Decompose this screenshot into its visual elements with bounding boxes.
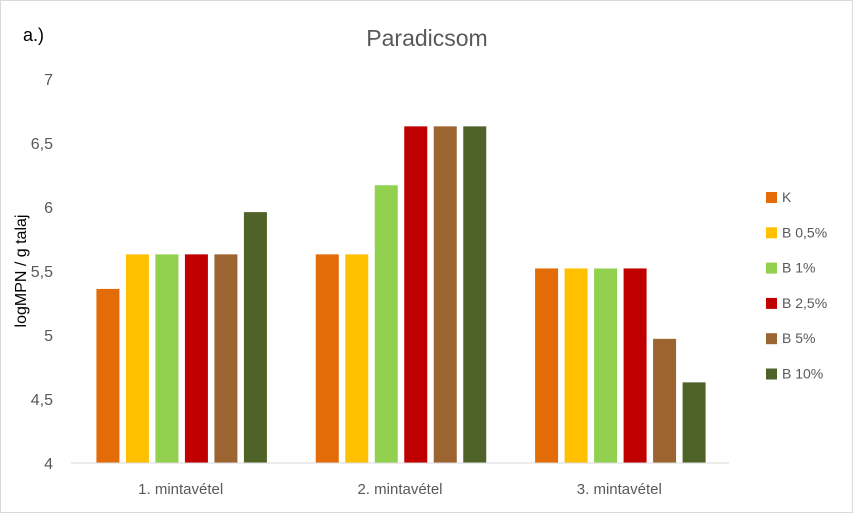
bar-2-1 — [125, 254, 149, 463]
legend-swatch — [766, 227, 777, 239]
legend-swatch — [766, 262, 777, 274]
bar-4-2 — [404, 126, 428, 464]
bar-2-2 — [345, 254, 369, 463]
bar-3-1 — [155, 254, 179, 463]
x-category-label: 1. mintavétel — [138, 481, 223, 498]
y-tick-label: 6,5 — [31, 136, 53, 153]
bar-6-3 — [682, 382, 706, 463]
bar-1-2 — [315, 254, 339, 463]
y-tick-label: 5 — [44, 328, 53, 345]
chart-title: Paradicsom — [366, 25, 487, 51]
legend-entry: K — [782, 189, 792, 205]
bar-1-1 — [96, 288, 120, 463]
bar-3-3 — [594, 268, 618, 463]
bar-5-3 — [653, 338, 677, 463]
x-axis-categories: 1. mintavétel 2. mintavétel 3. mintavétel — [138, 481, 662, 498]
legend: K B 0,5% B 1% B 2,5% B 5% B 10% — [766, 189, 827, 382]
panel-label: a.) — [23, 25, 44, 45]
legend-entry: B 2,5% — [782, 295, 827, 311]
legend-entry: B 5% — [782, 330, 815, 346]
bar-5-1 — [214, 254, 238, 463]
bar-6-2 — [463, 126, 487, 464]
x-category-label: 2. mintavétel — [357, 481, 442, 498]
bar-5-2 — [433, 126, 457, 464]
legend-entry: B 10% — [782, 366, 823, 382]
bars — [96, 126, 706, 464]
legend-swatch — [766, 192, 777, 203]
bar-4-1 — [184, 254, 208, 463]
x-category-label: 3. mintavétel — [577, 481, 662, 498]
y-tick-label: 7 — [44, 72, 53, 89]
legend-entry: B 0,5% — [782, 224, 827, 240]
legend-swatch — [766, 368, 777, 380]
y-axis-label: logMPN / g talaj — [13, 215, 30, 328]
bar-1-3 — [535, 268, 559, 463]
y-tick-label: 6 — [44, 200, 53, 217]
y-axis-ticks: 4 4,5 5 5,5 6 6,5 7 — [31, 72, 53, 473]
bar-4-3 — [623, 268, 647, 463]
y-tick-label: 4 — [44, 456, 53, 473]
y-tick-label: 5,5 — [31, 264, 53, 281]
bar-2-3 — [564, 268, 588, 463]
bar-6-1 — [243, 212, 267, 463]
legend-swatch — [766, 297, 777, 309]
y-tick-label: 4,5 — [31, 392, 53, 409]
legend-entry: B 1% — [782, 260, 815, 276]
bar-3-2 — [374, 185, 398, 464]
legend-swatch — [766, 333, 777, 345]
